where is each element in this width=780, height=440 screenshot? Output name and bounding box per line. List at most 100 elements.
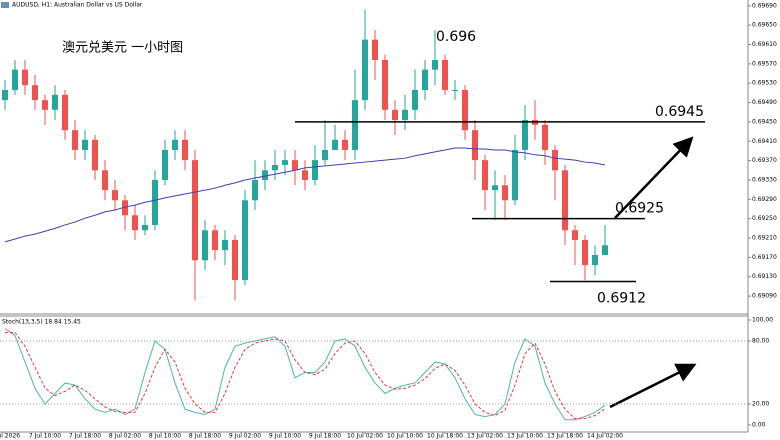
candle-body <box>482 160 488 191</box>
y-tick-label: 0.69570 <box>752 60 777 67</box>
candle-body <box>262 170 268 180</box>
stochastic-line <box>5 332 606 420</box>
y-tick-label: 20.00 <box>752 400 769 407</box>
x-tick-label: 9 Jul 18:00 <box>309 433 341 440</box>
candle-body <box>312 160 318 180</box>
candle-body <box>82 139 88 150</box>
x-tick-label: 10 Jul 02:00 <box>347 433 383 440</box>
x-tick-label: 10 Jul 18:00 <box>427 433 463 440</box>
x-tick-label: 7 Jul 10:00 <box>29 433 61 440</box>
candle-body <box>322 149 328 161</box>
candle-body <box>112 190 118 201</box>
candle-body <box>142 224 148 231</box>
candle-body <box>222 239 228 251</box>
trend-arrow <box>614 136 694 219</box>
candle-body <box>22 69 28 86</box>
moving-average <box>4 147 606 243</box>
candle-body <box>562 170 568 231</box>
y-tick-label: 0.69090 <box>752 293 777 300</box>
candle-body <box>242 200 248 281</box>
candle-body <box>302 170 308 180</box>
candle-body <box>552 149 558 171</box>
level-label: 0.6912 <box>597 291 646 307</box>
candle-body <box>122 200 128 216</box>
candle-body <box>372 39 378 60</box>
x-tick-label: 8 Jul 18:00 <box>189 433 221 440</box>
chart-title: AUDUSD, H1: Australian Dollar vs US Doll… <box>12 2 143 9</box>
candle-body <box>212 230 218 251</box>
candle-body <box>592 254 598 266</box>
candle-body <box>232 239 238 281</box>
candle-body <box>2 89 8 101</box>
y-tick-label: 80.00 <box>752 337 769 344</box>
y-tick-label: 0.69530 <box>752 80 777 87</box>
x-tick-label: 7 Jul 2026 <box>0 433 20 440</box>
candle-body <box>602 245 608 255</box>
x-tick-label: 9 Jul 02:00 <box>229 433 261 440</box>
candle-body <box>202 230 208 261</box>
candle-body <box>402 109 408 120</box>
x-tick-label: 13 Jul 18:00 <box>547 433 583 440</box>
y-tick-label: 100.00 <box>752 316 773 323</box>
candle-body <box>102 170 108 191</box>
candle-body <box>442 59 448 90</box>
candle-body <box>132 215 138 231</box>
indicator-title: Stoch(13,3,5) 18.84 15.45 <box>2 319 81 326</box>
x-tick-label: 8 Jul 10:00 <box>149 433 181 440</box>
candle-body <box>492 185 498 191</box>
candle-body <box>432 59 438 70</box>
x-tick-label: 10 Jul 10:00 <box>387 433 423 440</box>
candle-body <box>412 89 418 110</box>
x-tick-label: 13 Jul 02:00 <box>467 433 503 440</box>
candle-body <box>382 59 388 110</box>
y-tick-label: 0.69290 <box>752 196 777 203</box>
peak-label: 0.696 <box>436 29 476 45</box>
candle-body <box>172 139 178 150</box>
candle-body <box>422 69 428 90</box>
x-tick-label: 13 Jul 10:00 <box>507 433 543 440</box>
candle-body <box>162 149 168 180</box>
candle-body <box>72 130 78 150</box>
candle-body <box>152 179 158 225</box>
chart-icon <box>1 2 9 8</box>
candle-body <box>42 100 48 110</box>
candle-body <box>282 160 288 165</box>
candle-body <box>332 139 338 150</box>
y-tick-label: 0.69130 <box>752 273 777 280</box>
y-tick-label: 0.69330 <box>752 176 777 183</box>
x-tick-label: 7 Jul 18:00 <box>69 433 101 440</box>
y-tick-label: 0.00 <box>752 421 766 428</box>
candle-body <box>572 230 578 240</box>
candle-body <box>342 139 348 150</box>
candle-body <box>62 94 68 131</box>
candle-body <box>502 185 508 201</box>
y-tick-label: 0.69250 <box>752 215 777 222</box>
candle-body <box>192 160 198 261</box>
y-tick-label: 0.69450 <box>752 118 777 125</box>
x-tick-label: 8 Jul 02:00 <box>109 433 141 440</box>
chart-subtitle: 澳元兑美元 一小时图 <box>62 40 183 56</box>
level-label: 0.6945 <box>655 104 704 120</box>
y-tick-label: 0.69490 <box>752 99 777 106</box>
y-tick-label: 0.69690 <box>752 2 777 9</box>
candle-body <box>32 85 38 101</box>
level-label: 0.6925 <box>615 201 664 217</box>
candle-body <box>582 239 588 266</box>
candle-body <box>362 39 368 101</box>
x-tick-label: 14 Jul 02:00 <box>587 433 623 440</box>
y-tick-label: 0.69170 <box>752 254 777 261</box>
candle-body <box>522 119 528 150</box>
candle-body <box>352 100 358 150</box>
candle-body <box>272 164 278 171</box>
candle-body <box>292 160 298 171</box>
candle-body <box>392 109 398 120</box>
candle-body <box>92 139 98 171</box>
y-tick-label: 0.69370 <box>752 157 777 164</box>
candle-body <box>252 179 258 201</box>
candle-body <box>472 130 478 161</box>
candle-body <box>512 149 518 201</box>
x-tick-label: 9 Jul 10:00 <box>269 433 301 440</box>
